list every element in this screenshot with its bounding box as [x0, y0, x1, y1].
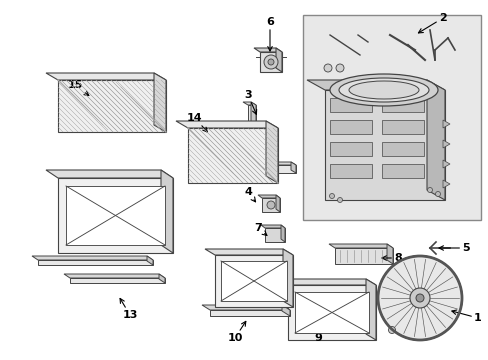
Polygon shape — [159, 274, 164, 283]
Polygon shape — [161, 170, 173, 253]
Text: 3: 3 — [244, 90, 256, 114]
Polygon shape — [66, 186, 164, 245]
Polygon shape — [187, 128, 278, 183]
Polygon shape — [325, 90, 444, 200]
Polygon shape — [243, 162, 295, 165]
Polygon shape — [442, 160, 449, 168]
Text: 15: 15 — [67, 80, 89, 95]
Polygon shape — [209, 310, 289, 316]
Polygon shape — [275, 48, 282, 72]
Bar — [303, 15, 480, 220]
Text: 7: 7 — [254, 223, 266, 235]
Polygon shape — [46, 73, 165, 80]
Polygon shape — [264, 228, 285, 242]
Ellipse shape — [348, 81, 418, 99]
Polygon shape — [442, 140, 449, 148]
Bar — [329, 120, 371, 134]
Polygon shape — [64, 274, 164, 278]
Polygon shape — [294, 292, 368, 333]
Polygon shape — [442, 120, 449, 128]
Polygon shape — [247, 165, 295, 173]
Polygon shape — [261, 225, 285, 228]
Polygon shape — [283, 249, 292, 307]
Polygon shape — [262, 198, 280, 212]
Polygon shape — [38, 260, 153, 265]
Polygon shape — [204, 249, 292, 255]
Text: 9: 9 — [313, 324, 321, 343]
Circle shape — [264, 55, 278, 69]
Text: 6: 6 — [265, 17, 273, 51]
Bar — [381, 120, 423, 134]
Circle shape — [377, 256, 461, 340]
Polygon shape — [176, 121, 278, 128]
Text: 8: 8 — [381, 253, 401, 263]
Polygon shape — [70, 278, 164, 283]
Text: 1: 1 — [451, 310, 481, 323]
Polygon shape — [278, 279, 375, 285]
Polygon shape — [215, 255, 292, 307]
Bar — [381, 164, 423, 178]
Polygon shape — [287, 285, 375, 340]
Ellipse shape — [338, 78, 428, 102]
Circle shape — [415, 294, 423, 302]
Polygon shape — [442, 180, 449, 188]
Polygon shape — [58, 178, 173, 253]
Polygon shape — [243, 102, 256, 105]
Polygon shape — [282, 305, 289, 316]
Polygon shape — [265, 121, 278, 183]
Circle shape — [387, 327, 395, 333]
Polygon shape — [247, 105, 256, 170]
Polygon shape — [46, 170, 173, 178]
Ellipse shape — [329, 74, 437, 106]
Circle shape — [324, 64, 331, 72]
Polygon shape — [32, 256, 153, 260]
Text: 10: 10 — [227, 321, 245, 343]
Text: 2: 2 — [418, 13, 446, 33]
Polygon shape — [281, 225, 285, 242]
Text: 5: 5 — [438, 243, 469, 253]
Circle shape — [267, 59, 273, 65]
Text: 11: 11 — [220, 281, 235, 295]
Polygon shape — [426, 80, 444, 200]
Polygon shape — [147, 256, 153, 265]
Text: 12: 12 — [112, 220, 134, 233]
Bar — [329, 164, 371, 178]
Polygon shape — [202, 305, 289, 310]
Circle shape — [335, 64, 343, 72]
Bar — [381, 142, 423, 156]
Circle shape — [409, 288, 429, 308]
Polygon shape — [328, 244, 392, 248]
Polygon shape — [290, 162, 295, 173]
Polygon shape — [386, 244, 392, 264]
Circle shape — [435, 192, 440, 197]
Circle shape — [266, 201, 274, 209]
Polygon shape — [275, 195, 280, 212]
Text: 13: 13 — [120, 298, 138, 320]
Circle shape — [329, 194, 334, 198]
Polygon shape — [250, 102, 256, 170]
Bar — [329, 142, 371, 156]
Polygon shape — [306, 80, 444, 90]
Polygon shape — [221, 261, 286, 301]
Polygon shape — [365, 279, 375, 340]
Bar — [381, 98, 423, 112]
Polygon shape — [260, 52, 282, 72]
Polygon shape — [258, 195, 280, 198]
Circle shape — [427, 188, 431, 193]
Polygon shape — [58, 80, 165, 132]
Polygon shape — [334, 248, 392, 264]
Text: 4: 4 — [244, 187, 255, 202]
Polygon shape — [253, 48, 282, 52]
Polygon shape — [154, 73, 165, 132]
Circle shape — [337, 198, 342, 202]
Text: 14: 14 — [187, 113, 207, 132]
Bar — [329, 98, 371, 112]
